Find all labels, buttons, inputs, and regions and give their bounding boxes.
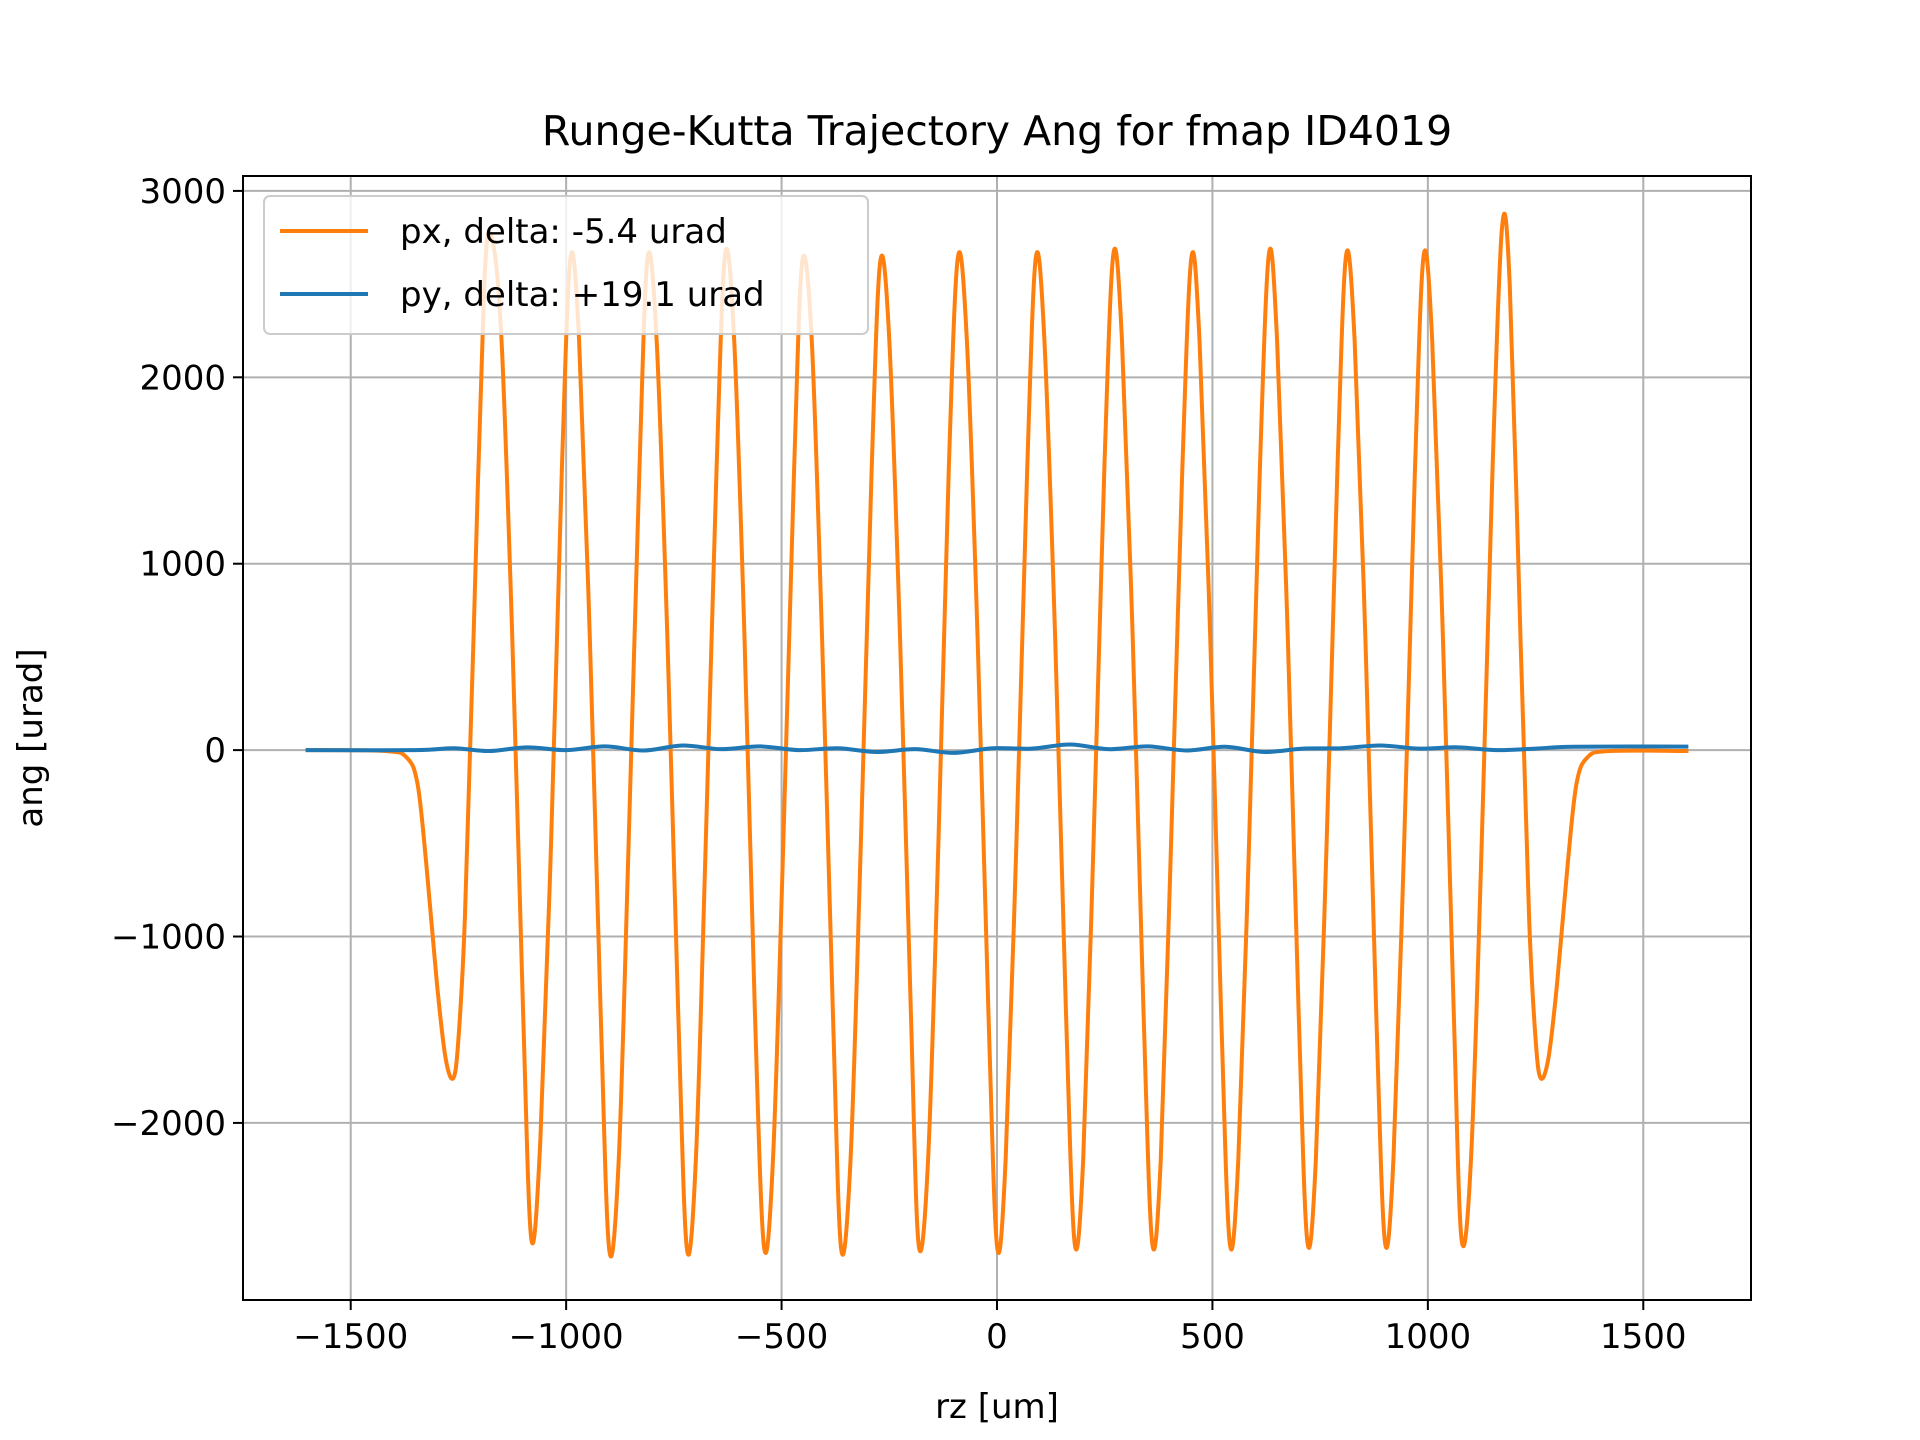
y-tick-label: −2000 xyxy=(111,1104,226,1144)
axis-ticks: −1500 −1000 −500 0 500 1000 1500 −2000 −1000 0 100… xyxy=(111,172,1687,1357)
y-tick-label: 2000 xyxy=(139,358,226,398)
x-tick-label: 0 xyxy=(986,1317,1008,1357)
legend-frame xyxy=(263,195,869,335)
legend-label-py: py, delta: +19.1 urad xyxy=(400,275,765,315)
chart-title: Runge-Kutta Trajectory Ang for fmap ID40… xyxy=(542,107,1452,155)
y-tick-label: 1000 xyxy=(139,545,226,585)
plot-series xyxy=(305,211,1689,1259)
x-tick-label: −1000 xyxy=(509,1317,624,1357)
plot-frame xyxy=(242,175,1752,1301)
x-tick-label: 1000 xyxy=(1385,1317,1472,1357)
y-tick-label: −1000 xyxy=(111,918,226,958)
x-tick-label: 1500 xyxy=(1600,1317,1687,1357)
y-tick-label: 3000 xyxy=(139,172,226,212)
legend-label-px: px, delta: -5.4 urad xyxy=(400,212,727,252)
legend: px, delta: -5.4 urad py, delta: +19.1 ur… xyxy=(263,195,869,335)
y-tick-label: 0 xyxy=(204,731,226,771)
series-line-py xyxy=(305,742,1689,755)
y-axis-label: ang [urad] xyxy=(11,648,51,827)
grid xyxy=(243,176,1751,1300)
series-line-px xyxy=(305,211,1689,1259)
x-tick-label: 500 xyxy=(1180,1317,1245,1357)
x-axis-label: rz [um] xyxy=(935,1387,1059,1427)
x-tick-label: −500 xyxy=(735,1317,828,1357)
x-tick-label: −1500 xyxy=(293,1317,408,1357)
